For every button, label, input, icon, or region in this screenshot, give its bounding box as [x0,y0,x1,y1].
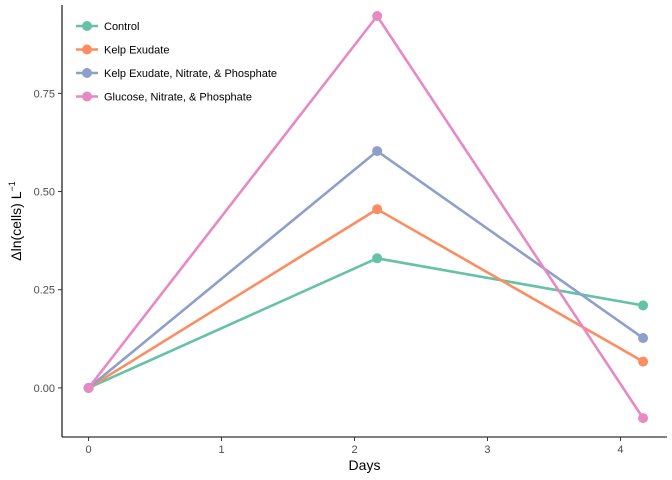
axes [61,5,667,438]
data-point [83,382,94,393]
legend-label: Control [104,21,139,33]
y-axis-title: Δln(cells) L−1 [7,181,24,261]
y-tick-label: 0.50 [34,187,55,199]
data-point [372,253,383,264]
legend-label: Glucose, Nitrate, & Phosphate [104,92,252,104]
series-group [83,146,649,393]
legend-item: Control [76,21,139,33]
series-line [87,207,645,390]
y-tick-label: 0.75 [34,88,55,100]
data-point [372,204,383,215]
x-tick-label: 3 [484,444,490,456]
y-tick-label: 0.00 [34,383,55,395]
data-point [638,333,649,344]
legend-item: Kelp Exudate [76,44,169,57]
x-axis-title: Days [349,457,381,473]
data-point [372,10,383,21]
legend-key-point [82,91,92,102]
legend-item: Glucose, Nitrate, & Phosphate [76,91,252,104]
data-series [83,10,649,424]
x-tick-label: 1 [218,444,224,456]
series-group [83,10,649,424]
legend-label: Kelp Exudate [104,45,169,57]
legend-key-point [82,44,92,55]
y-tick-label: 0.25 [34,285,55,297]
data-point [372,146,383,157]
legend-label: Kelp Exudate, Nitrate, & Phosphate [104,68,277,80]
x-tick-label: 0 [86,444,92,456]
legend: Control Kelp Exudate Kelp Exudate, Nitrate… [76,21,277,104]
y-axis-title-superscript: −1 [7,181,17,191]
legend-item: Kelp Exudate, Nitrate, & Phosphate [76,68,277,80]
x-tick-label: 2 [351,444,357,456]
y-axis-title-main: Δln(cells) L [8,191,24,260]
x-tick-label: 4 [617,444,623,456]
axis-ticks: 0 1 2 3 4 0.00 0.25 0.50 0.75 [34,88,624,456]
data-point [638,413,649,424]
series-line [87,257,645,390]
legend-key-point [82,68,92,78]
data-point [638,356,649,367]
data-point [638,300,649,311]
legend-key-point [82,21,92,31]
series-line [87,149,645,390]
